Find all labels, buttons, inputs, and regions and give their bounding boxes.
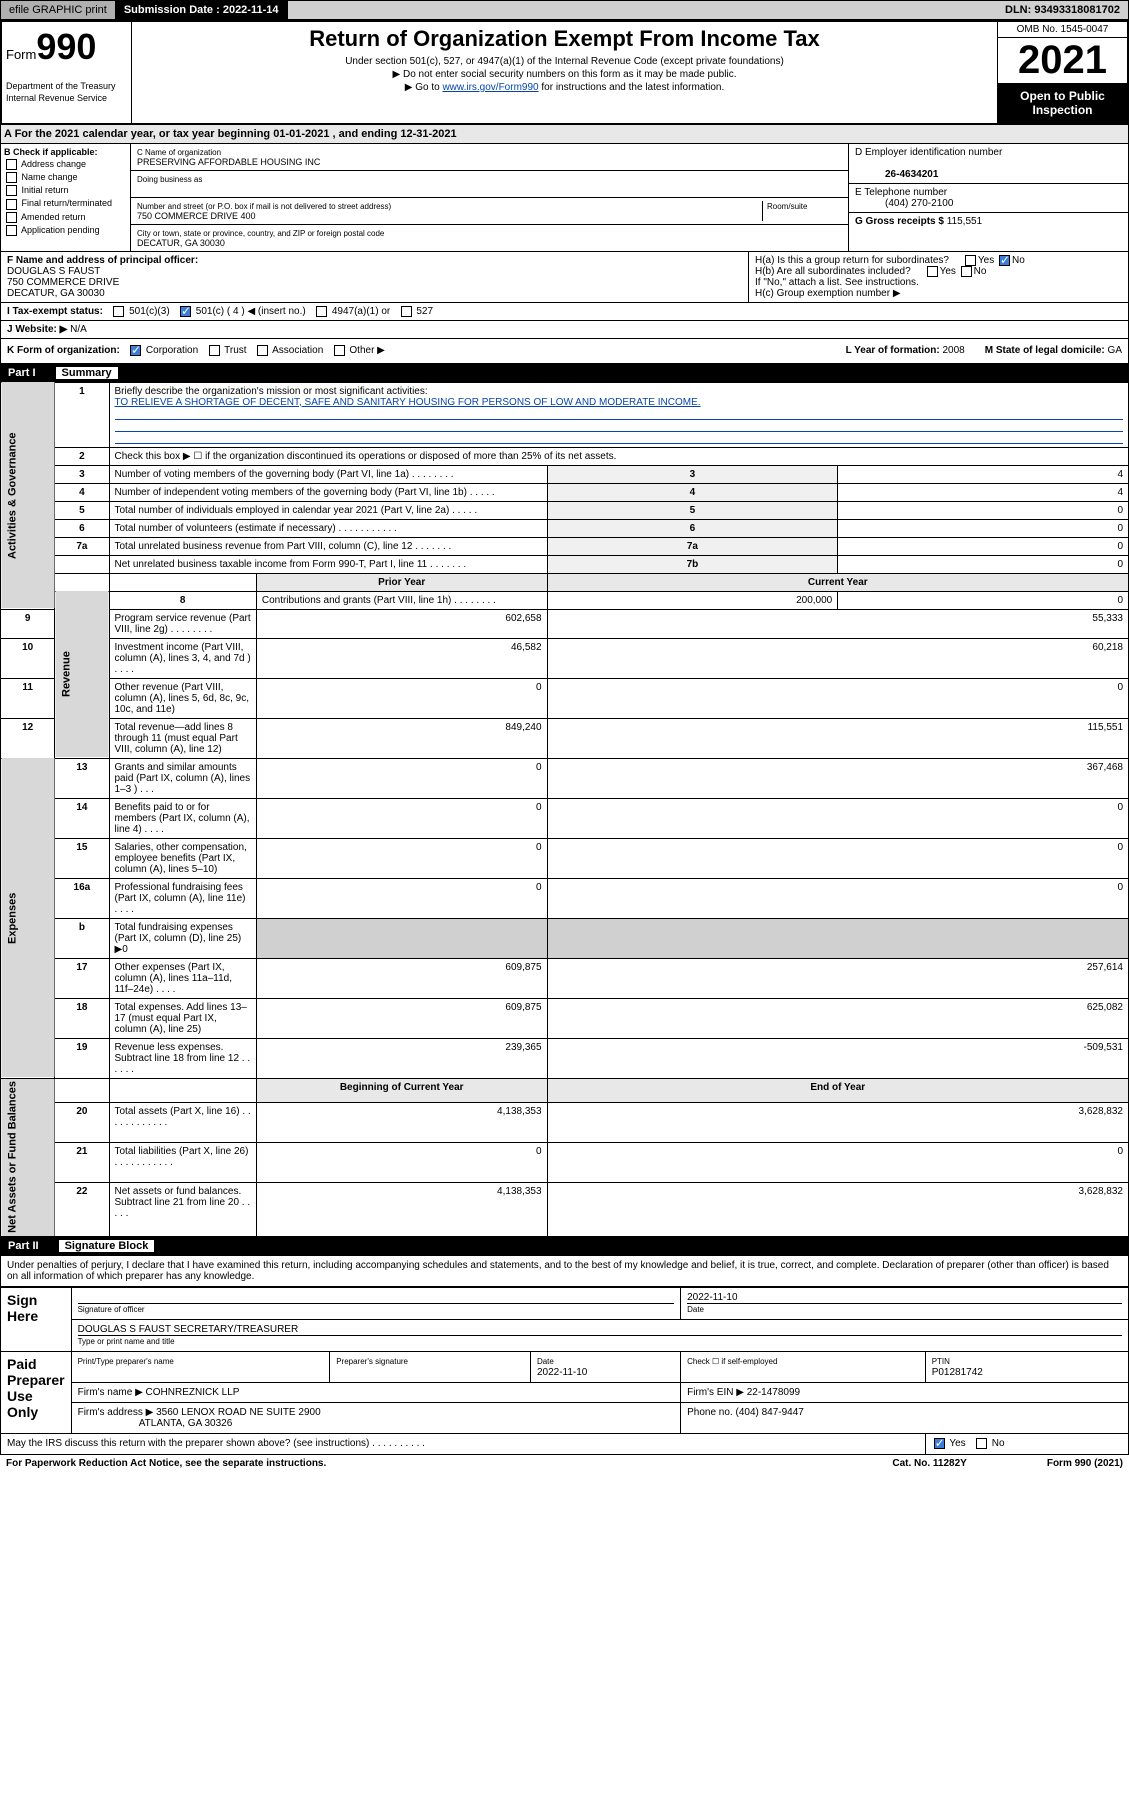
cb-initial[interactable]: [6, 185, 17, 196]
phone: (404) 270-2100: [885, 198, 953, 209]
cb-ha-no[interactable]: [999, 255, 1010, 266]
officer-name: DOUGLAS S FAUST: [7, 266, 100, 277]
side-net: Net Assets or Fund Balances: [1, 1078, 55, 1237]
firm-phone: (404) 847-9447: [735, 1407, 803, 1418]
cb-501c4[interactable]: [180, 306, 191, 317]
cb-address[interactable]: [6, 159, 17, 170]
block-b-c: B Check if applicable: Address change Na…: [0, 144, 1129, 252]
cb-pending[interactable]: [6, 225, 17, 236]
form-label: Form: [6, 47, 36, 62]
ptin: P01281742: [932, 1367, 983, 1378]
firm-name: COHNREZNICK LLP: [146, 1387, 240, 1398]
exp-row: 15Salaries, other compensation, employee…: [1, 838, 1129, 878]
dln-label: DLN: 93493318081702: [997, 1, 1128, 19]
signature-table: Sign Here Signature of officer 2022-11-1…: [0, 1287, 1129, 1454]
part2-header: Part II Signature Block: [0, 1237, 1129, 1255]
cb-trust[interactable]: [209, 345, 220, 356]
cb-527[interactable]: [401, 306, 412, 317]
subtitle-2: ▶ Do not enter social security numbers o…: [136, 69, 993, 80]
sign-here: Sign Here: [1, 1288, 72, 1352]
firm-ein: 22-1478099: [747, 1387, 800, 1398]
submission-date: Submission Date : 2022-11-14: [116, 1, 288, 19]
block-b-header: B Check if applicable:: [4, 147, 98, 157]
exp-row: 18Total expenses. Add lines 13–17 (must …: [1, 998, 1129, 1038]
tax-year: 2021: [998, 38, 1127, 83]
subtitle-1: Under section 501(c), 527, or 4947(a)(1)…: [136, 56, 993, 67]
cb-hb-no[interactable]: [961, 266, 972, 277]
open-inspection: Open to Public Inspection: [998, 83, 1127, 123]
sig-date1: 2022-11-10: [687, 1292, 737, 1303]
cb-hb-yes[interactable]: [927, 266, 938, 277]
exp-row: 14Benefits paid to or for members (Part …: [1, 798, 1129, 838]
efile-label[interactable]: efile GRAPHIC print: [1, 1, 116, 19]
irs-link[interactable]: www.irs.gov/Form990: [442, 82, 538, 93]
gov-row: Net unrelated business taxable income fr…: [1, 555, 1129, 573]
net-row: 22Net assets or fund balances. Subtract …: [1, 1182, 1129, 1237]
cb-name[interactable]: [6, 172, 17, 183]
year-formed: 2008: [942, 345, 964, 356]
cb-discuss-no[interactable]: [976, 1438, 987, 1449]
org-address: 750 COMMERCE DRIVE 400: [137, 211, 256, 221]
cb-other[interactable]: [334, 345, 345, 356]
footer: For Paperwork Reduction Act Notice, see …: [0, 1455, 1129, 1472]
cb-discuss-yes[interactable]: [934, 1438, 945, 1449]
exp-row: 17Other expenses (Part IX, column (A), l…: [1, 958, 1129, 998]
rev-row: 11Other revenue (Part VIII, column (A), …: [1, 678, 1129, 718]
signer-name: DOUGLAS S FAUST SECRETARY/TREASURER: [78, 1324, 299, 1335]
net-row: 20Total assets (Part X, line 16) . . . .…: [1, 1103, 1129, 1143]
gov-row: 7aTotal unrelated business revenue from …: [1, 537, 1129, 555]
exp-row: bTotal fundraising expenses (Part IX, co…: [1, 918, 1129, 958]
summary-table: Activities & Governance 1 Briefly descri…: [0, 382, 1129, 1238]
omb-number: OMB No. 1545-0047: [998, 22, 1127, 38]
dept-label: Department of the Treasury: [6, 81, 116, 91]
paid-preparer: Paid Preparer Use Only: [1, 1352, 72, 1434]
cb-501c3[interactable]: [113, 306, 124, 317]
part1-header: Part I Summary: [0, 364, 1129, 382]
org-city: DECATUR, GA 30030: [137, 238, 225, 248]
side-governance: Activities & Governance: [1, 382, 55, 609]
state-domicile: GA: [1108, 345, 1122, 356]
form-number: 990: [36, 26, 96, 67]
form-title: Return of Organization Exempt From Incom…: [136, 26, 993, 52]
block-i: I Tax-exempt status: 501(c)(3) 501(c) ( …: [0, 303, 1129, 321]
cb-final[interactable]: [6, 199, 17, 210]
ein: 26-4634201: [885, 169, 938, 180]
cb-amended[interactable]: [6, 212, 17, 223]
rev-row: 9Program service revenue (Part VIII, lin…: [1, 609, 1129, 638]
current-year-hdr: Current Year: [547, 573, 1128, 591]
side-expenses: Expenses: [1, 758, 55, 1078]
side-revenue: Revenue: [55, 591, 109, 758]
rev-row: 10Investment income (Part VIII, column (…: [1, 638, 1129, 678]
sig-intro: Under penalties of perjury, I declare th…: [0, 1255, 1129, 1287]
gov-row: 3Number of voting members of the governi…: [1, 465, 1129, 483]
prior-year-hdr: Prior Year: [256, 573, 547, 591]
exp-row: 19Revenue less expenses. Subtract line 1…: [1, 1038, 1129, 1078]
mission-text: TO RELIEVE A SHORTAGE OF DECENT, SAFE AN…: [115, 397, 701, 408]
tax-year-line: A For the 2021 calendar year, or tax yea…: [0, 125, 1129, 144]
website: N/A: [70, 324, 87, 335]
rev-row: 12Total revenue—add lines 8 through 11 (…: [1, 718, 1129, 758]
gross-receipts: 115,551: [947, 216, 982, 227]
cb-assoc[interactable]: [257, 345, 268, 356]
org-name: PRESERVING AFFORDABLE HOUSING INC: [137, 157, 320, 167]
irs-label: Internal Revenue Service: [6, 93, 107, 103]
block-k: K Form of organization: Corporation Trus…: [0, 339, 1129, 363]
block-f-h: F Name and address of principal officer:…: [0, 252, 1129, 303]
cb-4947[interactable]: [316, 306, 327, 317]
net-row: 21Total liabilities (Part X, line 26) . …: [1, 1142, 1129, 1182]
block-j: J Website: ▶ N/A: [0, 321, 1129, 339]
gov-row: 6Total number of volunteers (estimate if…: [1, 519, 1129, 537]
gov-row: 4Number of independent voting members of…: [1, 483, 1129, 501]
form-header: Form990 Department of the Treasury Inter…: [0, 20, 1129, 125]
topbar: efile GRAPHIC print Submission Date : 20…: [0, 0, 1129, 20]
dba-label: Doing business as: [137, 175, 202, 184]
cb-corp[interactable]: [130, 345, 141, 356]
exp-row: 16aProfessional fundraising fees (Part I…: [1, 878, 1129, 918]
gov-row: 5Total number of individuals employed in…: [1, 501, 1129, 519]
cb-ha-yes[interactable]: [965, 255, 976, 266]
